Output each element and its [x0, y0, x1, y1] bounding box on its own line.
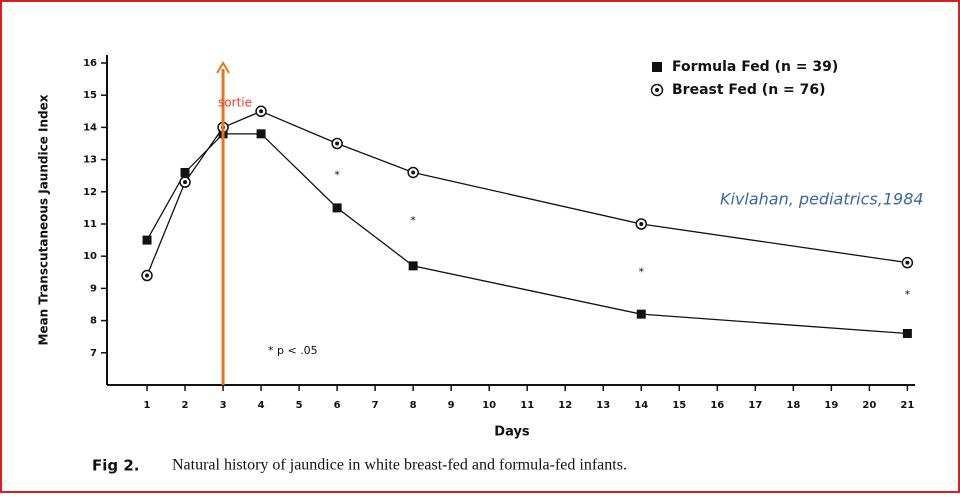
marker	[256, 129, 266, 139]
x-tick-label: 20	[862, 400, 876, 411]
x-tick-label: 11	[520, 400, 534, 411]
marker	[142, 235, 152, 245]
x-tick-label: 2	[182, 400, 189, 411]
y-tick-label: 8	[90, 316, 97, 327]
arrow-label: sortie	[218, 96, 252, 110]
marker	[408, 261, 418, 271]
marker	[180, 167, 190, 177]
significance-mark: *	[639, 265, 645, 278]
y-tick-label: 13	[83, 155, 97, 166]
marker-dot	[411, 170, 416, 175]
marker-dot	[639, 222, 644, 226]
x-tick-label: 13	[596, 400, 610, 411]
legend-marker-dot	[655, 88, 659, 92]
y-tick-label: 9	[90, 283, 97, 294]
x-tick-label: 7	[372, 400, 379, 411]
x-tick-label: 10	[482, 400, 496, 411]
legend-marker	[652, 62, 662, 72]
x-tick-label: 16	[710, 400, 724, 411]
caption: Natural history of jaundice in white bre…	[172, 457, 627, 474]
significance-mark: *	[905, 288, 911, 301]
x-axis-label: Days	[494, 425, 530, 440]
y-tick-label: 11	[83, 219, 97, 230]
x-tick-label: 6	[334, 400, 341, 411]
x-tick-label: 14	[634, 400, 648, 411]
x-tick-label: 19	[824, 400, 838, 411]
x-tick-label: 12	[558, 400, 572, 411]
legend-label: Formula Fed (n = 39)	[672, 59, 838, 75]
marker	[902, 328, 912, 338]
caption-label: Fig 2.	[92, 457, 139, 475]
x-tick-label: 18	[786, 400, 800, 411]
y-tick-label: 16	[83, 58, 97, 69]
x-tick-label: 17	[748, 400, 762, 411]
note: * p < .05	[268, 344, 318, 357]
significance-mark: *	[334, 169, 340, 182]
significance-mark: *	[410, 214, 416, 227]
marker-dot	[335, 141, 340, 146]
y-tick-label: 7	[90, 348, 97, 359]
x-tick-label: 4	[258, 400, 265, 411]
marker-dot	[145, 273, 150, 278]
y-tick-label: 14	[83, 122, 97, 133]
x-tick-label: 1	[144, 400, 151, 411]
x-tick-label: 8	[410, 400, 417, 411]
marker	[332, 203, 342, 213]
x-tick-label: 5	[296, 400, 303, 411]
arrow-head	[216, 61, 230, 74]
series-line	[146, 110, 908, 276]
series-line	[146, 133, 908, 335]
legend-label: Breast Fed (n = 76)	[672, 82, 826, 98]
marker-dot	[905, 260, 910, 265]
x-tick-label: 9	[448, 400, 455, 411]
marker	[636, 309, 646, 319]
y-tick-label: 10	[83, 251, 97, 262]
x-tick-label: 21	[900, 400, 914, 411]
x-tick-label: 15	[672, 400, 686, 411]
source: Kivlahan, pediatrics,1984	[720, 190, 924, 209]
y-tick-label: 12	[83, 187, 97, 198]
x-tick-label: 3	[220, 400, 227, 411]
y-axis-label: Mean Transcutaneous Jaundice Index	[37, 94, 51, 345]
marker-dot	[183, 180, 188, 185]
y-tick-label: 15	[83, 90, 97, 101]
marker-dot	[259, 109, 264, 114]
